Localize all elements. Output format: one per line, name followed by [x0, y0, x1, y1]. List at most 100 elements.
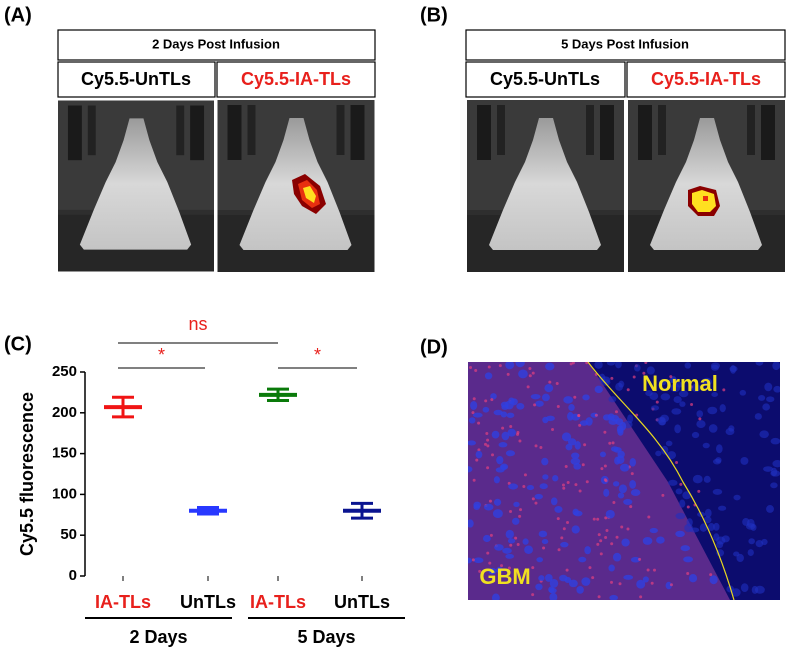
- stain: [639, 595, 643, 599]
- cell: [646, 366, 655, 375]
- stain: [555, 382, 559, 386]
- cell: [712, 488, 723, 495]
- cell: [561, 432, 572, 442]
- stain: [557, 548, 561, 552]
- cell: [608, 418, 618, 425]
- cell: [630, 489, 641, 496]
- stain: [690, 402, 694, 406]
- stain: [548, 380, 552, 384]
- cell: [766, 396, 775, 403]
- cell: [679, 499, 686, 508]
- stain: [516, 542, 520, 546]
- cell: [506, 412, 515, 418]
- cell: [617, 450, 625, 459]
- cell: [536, 557, 544, 563]
- stain: [477, 421, 481, 425]
- cell: [512, 517, 520, 525]
- y-tick-label: 100: [52, 485, 77, 502]
- cell: [623, 498, 633, 506]
- stain: [594, 413, 598, 417]
- cell: [568, 579, 578, 588]
- stain: [612, 500, 616, 504]
- cell: [493, 409, 503, 416]
- cell: [468, 519, 474, 528]
- cell: [645, 390, 653, 397]
- cell: [541, 539, 549, 545]
- cell: [707, 406, 718, 415]
- stain: [596, 542, 600, 546]
- stain: [562, 486, 566, 490]
- header-box: [216, 61, 376, 98]
- stain: [509, 543, 513, 547]
- stain: [533, 403, 537, 407]
- cell: [475, 450, 483, 459]
- group-label: 5 Days: [297, 627, 355, 647]
- cell: [696, 410, 704, 418]
- cell: [610, 446, 619, 452]
- stain: [556, 405, 560, 409]
- cell: [670, 383, 681, 393]
- stain: [566, 521, 570, 525]
- cell: [630, 556, 641, 563]
- cell: [755, 540, 764, 548]
- cell: [552, 475, 559, 482]
- stain: [531, 566, 535, 570]
- stain: [516, 432, 520, 436]
- cell: [550, 497, 558, 506]
- cell: [678, 390, 689, 398]
- stain: [618, 582, 622, 586]
- stain: [491, 453, 495, 457]
- cell: [513, 501, 520, 507]
- cell: [502, 547, 512, 554]
- cell: [470, 400, 478, 410]
- x-tick-label: IA-TLs: [250, 592, 306, 612]
- stain: [475, 458, 479, 462]
- stain: [486, 466, 490, 470]
- stain: [591, 576, 595, 580]
- y-tick-label: 0: [69, 567, 77, 584]
- stain: [528, 367, 532, 371]
- stain: [534, 501, 538, 505]
- cell: [549, 578, 559, 588]
- stain: [565, 568, 569, 572]
- y-tick-label: 250: [52, 363, 77, 380]
- cell: [661, 445, 669, 455]
- cell: [733, 494, 741, 501]
- cell: [683, 556, 694, 563]
- stain: [507, 566, 511, 570]
- cell: [612, 552, 622, 562]
- cell: [581, 577, 591, 586]
- stain: [698, 417, 702, 421]
- cell: [505, 553, 515, 559]
- stain: [697, 489, 701, 493]
- cell: [656, 536, 665, 544]
- stain: [500, 564, 504, 568]
- cell: [716, 541, 724, 549]
- cell: [658, 379, 667, 386]
- cell: [612, 481, 620, 487]
- stain: [578, 489, 582, 493]
- cell: [496, 456, 504, 465]
- stain: [472, 478, 476, 482]
- cell: [719, 404, 726, 413]
- cell: [571, 452, 580, 459]
- stain: [522, 484, 526, 488]
- stain: [599, 552, 603, 556]
- cell: [740, 583, 749, 593]
- cell: [616, 425, 624, 434]
- cell: [679, 401, 686, 407]
- cell: [764, 382, 773, 392]
- stain: [661, 493, 665, 497]
- panel-label: (D): [420, 336, 448, 358]
- stain: [626, 388, 630, 392]
- stain: [484, 399, 488, 403]
- cell: [758, 394, 766, 401]
- stain: [603, 430, 607, 434]
- cell: [538, 530, 548, 538]
- column-label: Cy5.5-UnTLs: [81, 69, 191, 89]
- stain: [486, 444, 490, 448]
- stain: [608, 441, 612, 445]
- cell: [754, 413, 762, 420]
- stain: [652, 568, 656, 572]
- cell: [482, 406, 490, 413]
